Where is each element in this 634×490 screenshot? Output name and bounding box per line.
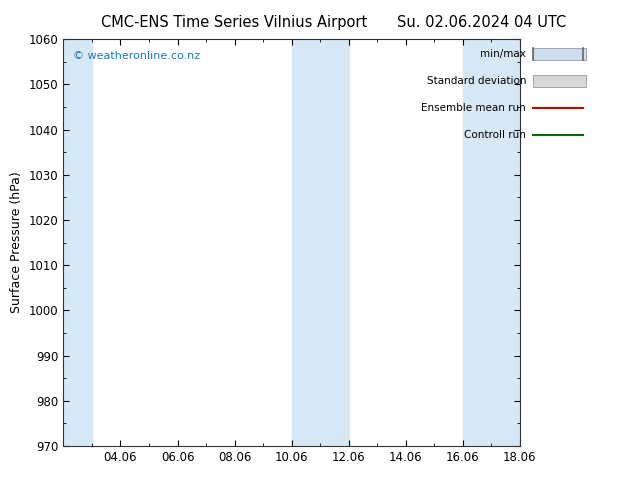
- Text: Controll run: Controll run: [464, 130, 526, 140]
- Y-axis label: Surface Pressure (hPa): Surface Pressure (hPa): [10, 172, 23, 314]
- Text: min/max: min/max: [481, 49, 526, 59]
- Bar: [292, 39, 349, 446]
- Bar: [63, 39, 92, 446]
- Text: CMC-ENS Time Series Vilnius Airport: CMC-ENS Time Series Vilnius Airport: [101, 15, 368, 30]
- Text: Ensemble mean run: Ensemble mean run: [422, 103, 526, 113]
- Bar: [463, 39, 520, 446]
- Text: Su. 02.06.2024 04 UTC: Su. 02.06.2024 04 UTC: [398, 15, 566, 30]
- Text: Standard deviation: Standard deviation: [427, 76, 526, 86]
- Text: © weatheronline.co.nz: © weatheronline.co.nz: [72, 51, 200, 61]
